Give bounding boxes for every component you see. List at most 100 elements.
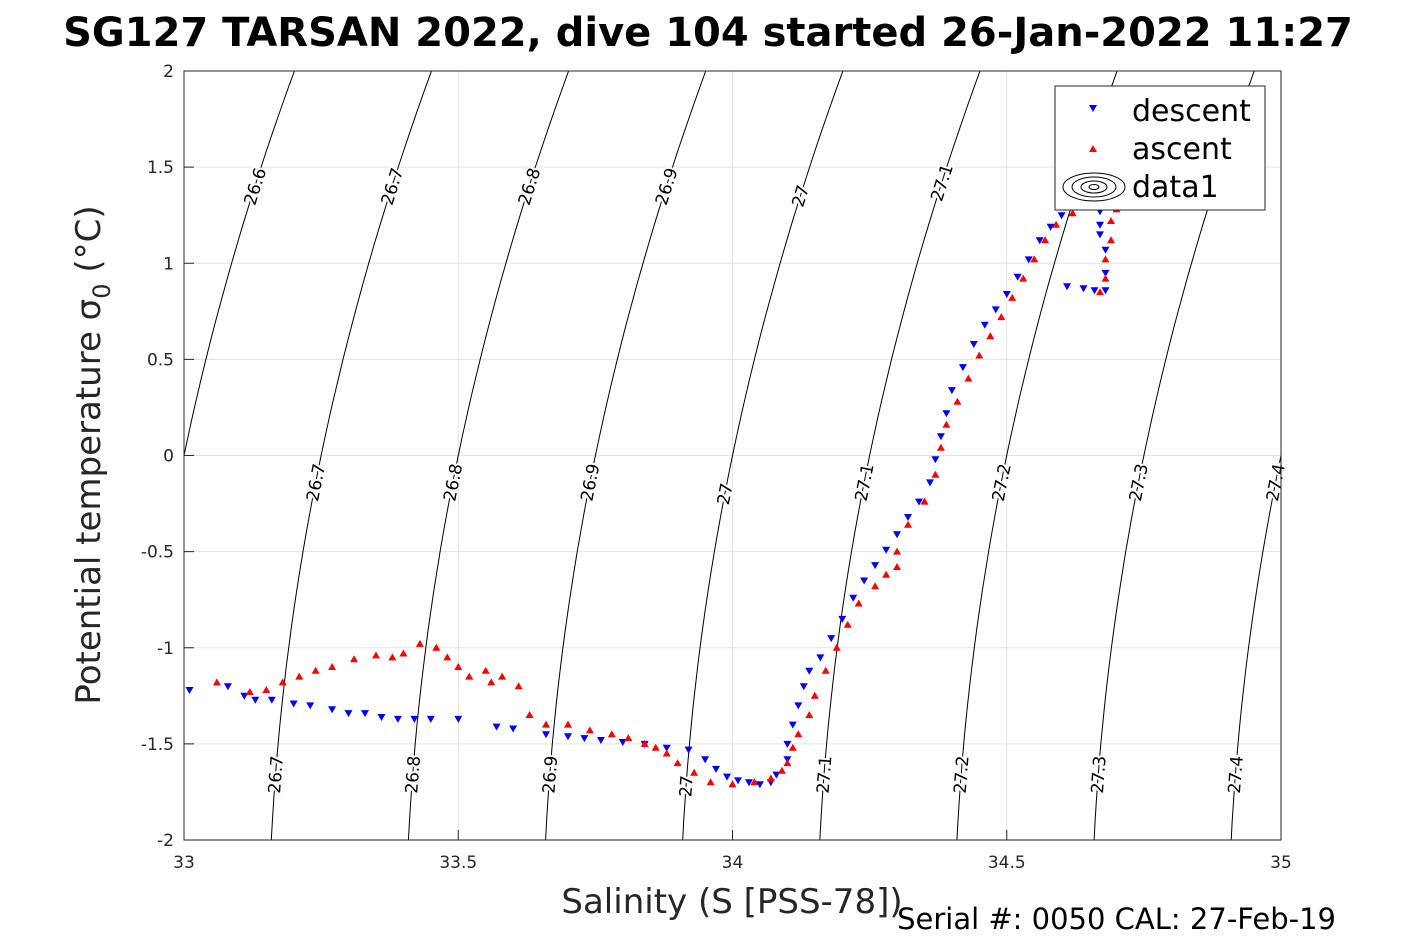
descent-point <box>860 577 869 585</box>
ascent-point <box>728 780 737 788</box>
ascent-point <box>262 686 271 693</box>
descent-point <box>1057 212 1066 220</box>
y-tick-label: 2 <box>163 62 174 82</box>
contour-label: 27.2 <box>951 755 974 794</box>
ascent-point <box>690 768 699 776</box>
descent-point <box>734 777 742 785</box>
descent-point <box>1035 237 1044 245</box>
descent-point <box>1079 285 1088 293</box>
isopycnal-line <box>184 71 295 459</box>
descent-point <box>223 683 232 691</box>
x-tick-label: 34.5 <box>988 853 1026 873</box>
descent-point <box>958 364 967 372</box>
ascent-point <box>986 332 995 340</box>
legend-descent-label: descent <box>1132 94 1251 129</box>
ascent-point <box>997 313 1006 321</box>
isopycnal-line <box>270 71 432 840</box>
ascent-point <box>525 711 534 718</box>
ascent-point <box>871 582 880 590</box>
ascent-point <box>750 778 759 786</box>
descent-point <box>580 735 589 743</box>
descent-point <box>185 687 194 694</box>
ascent-point <box>843 620 852 628</box>
y-axis-label-unit: (°C) <box>69 205 109 283</box>
descent-point <box>251 696 260 704</box>
descent-point <box>1101 287 1110 295</box>
descent-point <box>267 696 276 704</box>
descent-point <box>509 725 518 733</box>
descent-point <box>1101 246 1110 254</box>
legend-data1-contour-icon <box>1062 172 1126 202</box>
descent-point <box>838 615 847 623</box>
descent-point <box>755 781 764 789</box>
x-tick-label: 33.5 <box>439 853 477 873</box>
legend-ascent-marker <box>1089 145 1097 152</box>
y-tick-label: -2 <box>157 831 174 851</box>
y-axis-ticks: -2 -1.5 -1 -0.5 0 0.5 1 1.5 2 <box>141 62 194 851</box>
ascent-point <box>936 443 945 451</box>
descent-point <box>492 723 501 731</box>
legend-ascent-label: ascent <box>1132 132 1232 167</box>
descent-point <box>328 706 337 714</box>
contour-label: 26.7 <box>265 755 288 794</box>
x-tick-label: 35 <box>1270 853 1292 873</box>
descent-point <box>1090 287 1099 295</box>
ascent-point <box>821 666 830 674</box>
descent-point <box>1002 291 1011 298</box>
descent-point <box>799 683 808 691</box>
ascent-point <box>278 678 287 686</box>
ascent-point <box>212 678 221 686</box>
ascent-point <box>514 682 523 690</box>
isopycnal-line <box>407 71 570 840</box>
ascent-point <box>662 749 671 757</box>
x-axis-ticks: 33 33.5 34 34.5 35 <box>173 830 1292 873</box>
y-axis-label-subscript: 0 <box>88 283 116 298</box>
descent-point <box>1013 273 1022 281</box>
descent-point <box>1063 283 1072 291</box>
ascent-point <box>783 759 792 767</box>
ascent-point <box>975 351 984 359</box>
descent-point <box>991 306 1000 314</box>
contour-label: 27 <box>714 482 738 507</box>
ascent-point <box>953 397 962 405</box>
descent-point <box>788 721 797 729</box>
ascent-point <box>920 497 929 505</box>
ascent-point <box>465 672 474 680</box>
isopycnal-line <box>545 71 707 840</box>
ascent-point <box>882 570 891 578</box>
ascent-point <box>295 672 304 680</box>
descent-point <box>783 740 792 748</box>
descent-point <box>1101 269 1110 277</box>
ascent-point <box>372 651 380 659</box>
ascent-point <box>1068 209 1077 217</box>
ascent-point <box>1008 293 1017 301</box>
descent-point <box>684 746 693 754</box>
ascent-point <box>904 520 912 528</box>
ascent-point <box>1096 288 1104 296</box>
ascent-point <box>805 711 814 718</box>
ascent-point <box>350 655 358 663</box>
descent-point <box>882 546 891 554</box>
ascent-point <box>893 563 901 570</box>
ascent-point <box>706 778 715 786</box>
ascent-point <box>673 759 682 767</box>
y-tick-label: 1.5 <box>147 158 174 178</box>
descent-point <box>564 733 572 741</box>
descent-point <box>344 710 353 718</box>
ascent-point <box>399 649 408 657</box>
ascent-point <box>388 653 397 661</box>
contour-label: 27.1 <box>814 755 837 794</box>
descent-point <box>915 498 923 506</box>
ascent-point <box>481 666 490 674</box>
ascent-point <box>810 691 819 699</box>
ascent-point <box>1041 236 1050 244</box>
ascent-point <box>931 470 940 478</box>
chart-title: SG127 TARSAN 2022, dive 104 started 26-J… <box>63 10 1353 56</box>
ascent-point <box>832 643 841 651</box>
ascent-point <box>1019 274 1028 282</box>
ascent-point <box>788 743 797 751</box>
ascent-point <box>328 663 337 670</box>
ascent-point <box>777 766 786 774</box>
y-tick-label: -1.5 <box>141 735 174 755</box>
